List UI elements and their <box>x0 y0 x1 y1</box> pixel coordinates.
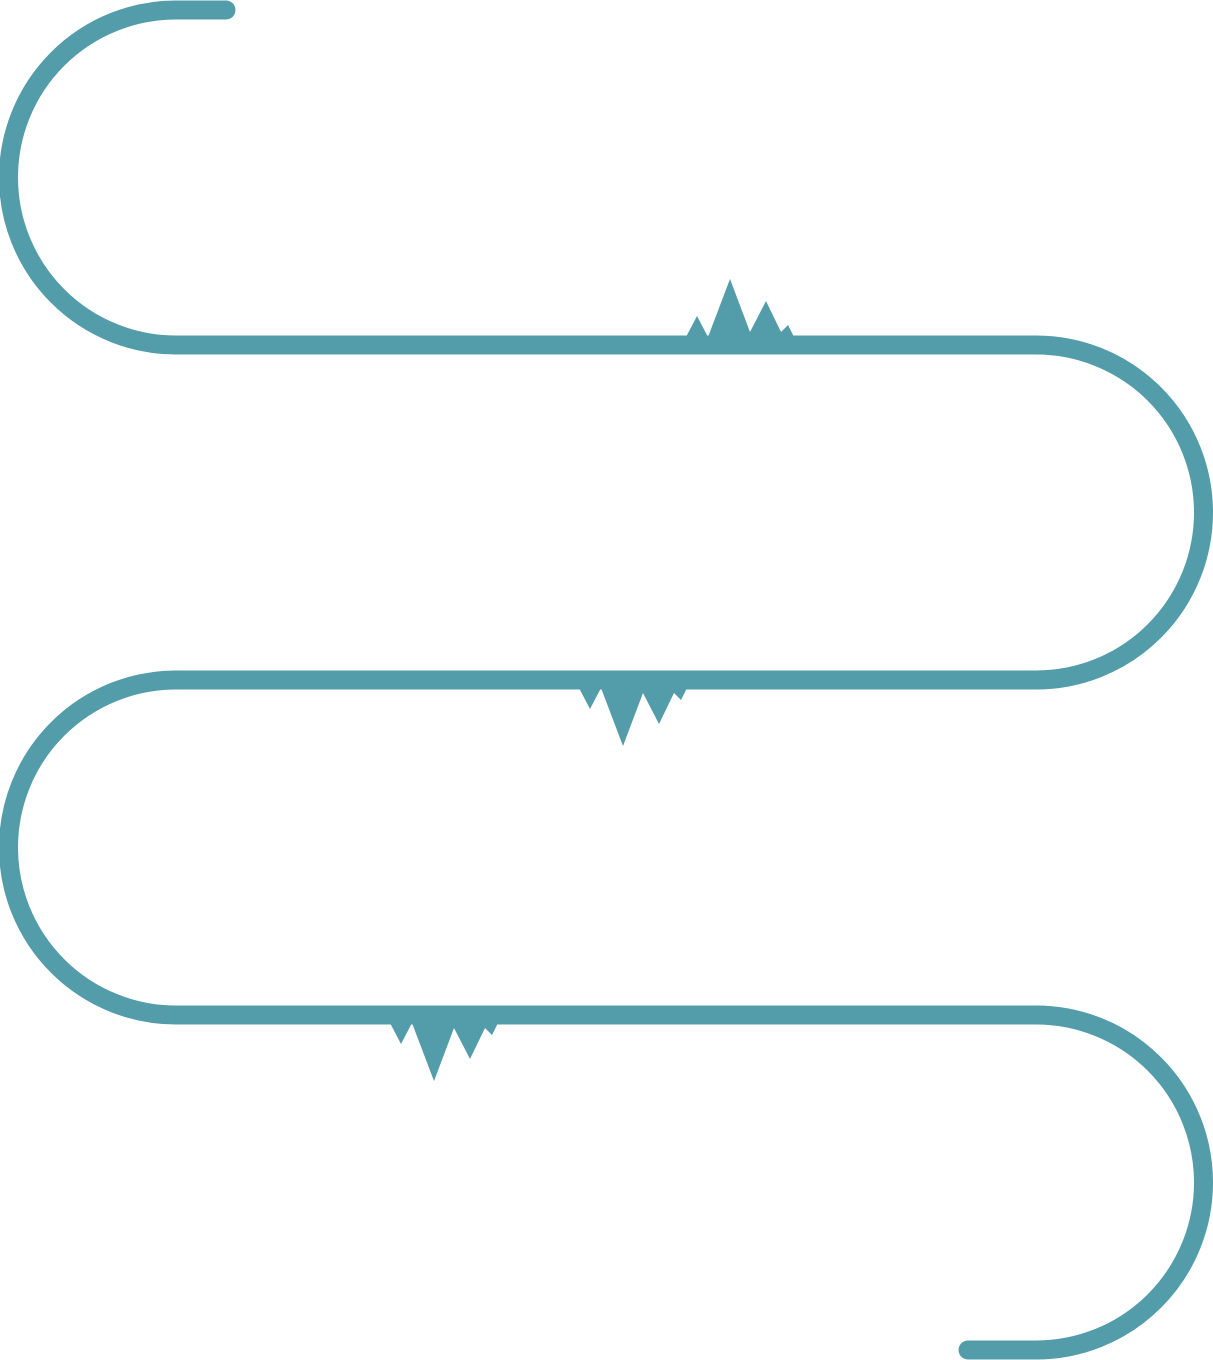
mountain-peaks-icon <box>390 1013 498 1081</box>
road-left-curve <box>0 670 186 1025</box>
road-right-curve-1 <box>1026 335 1213 690</box>
mountain-peaks-icon <box>686 279 794 347</box>
road-right-curve-2 <box>1026 1005 1213 1360</box>
mountain-markers-group <box>390 279 794 1081</box>
mountain-peaks-icon <box>579 678 687 746</box>
road-top-left-curve <box>0 0 186 355</box>
